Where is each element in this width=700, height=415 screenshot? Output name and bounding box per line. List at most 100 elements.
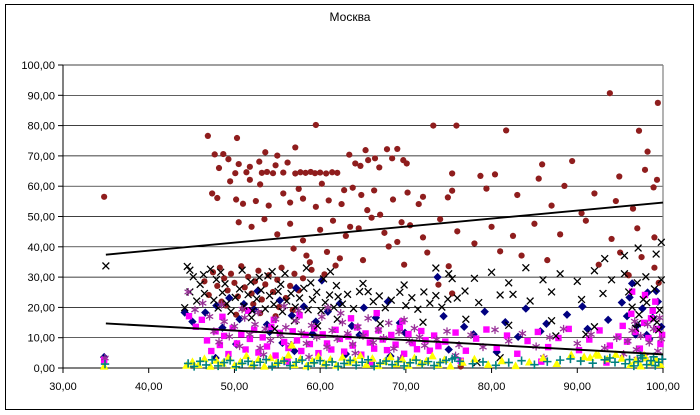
y-tick-label: 90,00 (27, 90, 55, 102)
data-point (511, 361, 520, 370)
data-point (621, 359, 630, 368)
data-point (538, 353, 548, 362)
data-point (478, 357, 488, 367)
data-point (214, 282, 221, 289)
data-point (649, 324, 658, 333)
data-point (237, 359, 247, 368)
data-point (417, 360, 427, 369)
data-point (235, 219, 242, 226)
data-point (366, 339, 374, 346)
data-point (423, 357, 433, 366)
data-point (658, 331, 666, 339)
x-tick-label: 100,00 (646, 381, 680, 393)
data-point (441, 356, 451, 365)
data-point (524, 357, 534, 366)
data-point (483, 326, 490, 333)
data-point (419, 288, 428, 296)
data-point (375, 358, 385, 368)
data-point (276, 280, 285, 289)
data-point (608, 235, 615, 243)
data-point (245, 273, 252, 280)
data-point (198, 316, 206, 324)
data-point (518, 329, 527, 338)
data-point (509, 290, 517, 299)
data-point (363, 355, 373, 365)
data-point (227, 307, 235, 316)
data-point (348, 340, 357, 349)
data-point (256, 344, 265, 353)
data-point (333, 362, 343, 371)
data-point (299, 275, 307, 282)
data-point (225, 356, 235, 365)
data-point (215, 337, 223, 346)
data-point (654, 99, 661, 106)
data-point (293, 337, 301, 344)
data-point (653, 176, 661, 183)
data-point (329, 169, 336, 176)
data-point (246, 335, 254, 343)
data-point (628, 326, 637, 335)
data-point (287, 311, 297, 320)
data-point (185, 266, 194, 274)
data-point (214, 194, 221, 202)
data-point (243, 357, 253, 366)
data-point (206, 265, 215, 274)
data-point (244, 290, 253, 299)
series-black-x-marks (101, 238, 666, 367)
data-point (383, 346, 391, 354)
data-point (491, 171, 499, 178)
data-point (645, 334, 652, 342)
data-point (263, 272, 272, 280)
data-point (336, 335, 344, 343)
data-point (312, 121, 319, 129)
data-point (415, 200, 422, 208)
data-point (595, 261, 602, 268)
data-point (332, 281, 341, 290)
data-point (657, 275, 666, 284)
data-point (291, 283, 301, 293)
data-point (353, 322, 362, 331)
data-point (287, 220, 294, 227)
data-point (415, 333, 424, 342)
data-point (251, 320, 259, 329)
data-point (343, 290, 352, 299)
data-point (227, 270, 235, 277)
data-point (281, 323, 290, 332)
data-point (603, 315, 613, 325)
data-point (657, 340, 664, 348)
data-point (403, 160, 410, 167)
data-point (306, 259, 313, 266)
data-point (334, 169, 341, 176)
x-tick-label: 50,00 (221, 381, 249, 393)
data-point (335, 299, 345, 308)
data-point (233, 134, 241, 142)
data-point (530, 360, 539, 369)
data-point (325, 197, 332, 204)
data-point (389, 196, 397, 203)
data-point (235, 285, 244, 293)
chart-border (5, 4, 694, 410)
data-point (548, 202, 555, 209)
data-point (297, 355, 307, 365)
data-point (302, 169, 309, 176)
data-point (492, 347, 501, 357)
data-point (629, 205, 637, 212)
data-point (612, 197, 619, 205)
data-point (302, 339, 311, 348)
data-point (461, 315, 470, 324)
data-point (317, 312, 326, 321)
data-point (483, 360, 493, 368)
data-point (297, 169, 304, 176)
data-point (212, 275, 221, 284)
data-point (606, 90, 613, 97)
data-point (357, 162, 364, 169)
data-point (220, 150, 227, 158)
data-point (639, 295, 648, 304)
data-point (362, 330, 369, 337)
data-point (303, 252, 310, 259)
data-point (642, 360, 651, 369)
data-point (395, 288, 404, 297)
data-point (474, 298, 483, 307)
data-point (395, 327, 403, 336)
